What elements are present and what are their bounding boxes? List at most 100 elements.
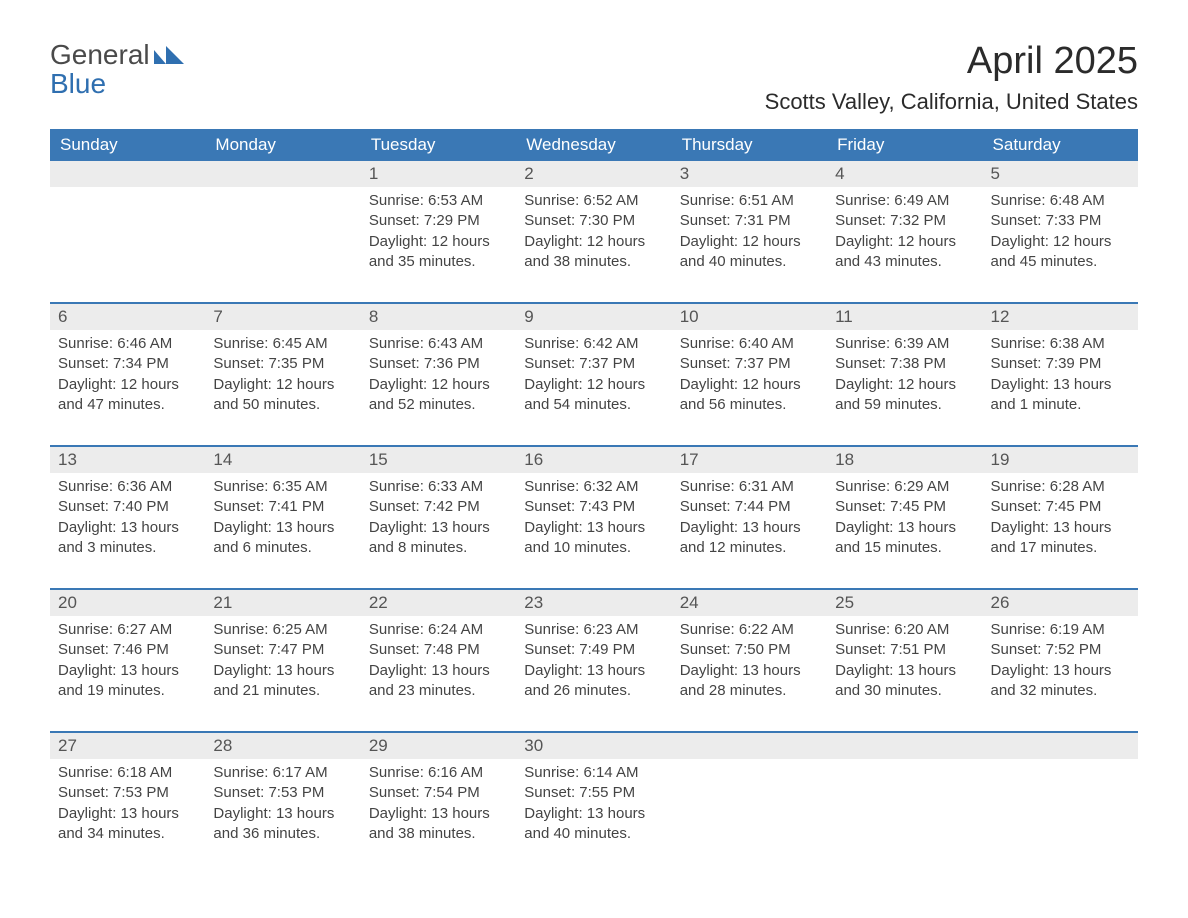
day-number-cell: 13 [50, 446, 205, 473]
daylight-line: Daylight: 12 hours and 35 minutes. [369, 232, 508, 273]
day-detail-cell: Sunrise: 6:52 AMSunset: 7:30 PMDaylight:… [516, 187, 671, 303]
day-detail-row: Sunrise: 6:53 AMSunset: 7:29 PMDaylight:… [50, 187, 1138, 303]
day-detail-cell: Sunrise: 6:51 AMSunset: 7:31 PMDaylight:… [672, 187, 827, 303]
day-number-row: 12345 [50, 161, 1138, 187]
day-number-cell [50, 161, 205, 187]
day-detail-cell: Sunrise: 6:18 AMSunset: 7:53 PMDaylight:… [50, 759, 205, 859]
brand-mark-icon [154, 40, 184, 69]
daylight-line: Daylight: 12 hours and 47 minutes. [58, 375, 197, 416]
sunset-line: Sunset: 7:36 PM [369, 354, 508, 374]
sunset-line: Sunset: 7:29 PM [369, 211, 508, 231]
sunrise-line: Sunrise: 6:24 AM [369, 620, 508, 640]
daylight-line: Daylight: 13 hours and 26 minutes. [524, 661, 663, 702]
daylight-line: Daylight: 13 hours and 10 minutes. [524, 518, 663, 559]
sunrise-line: Sunrise: 6:40 AM [680, 334, 819, 354]
weekday-header: Friday [827, 129, 982, 161]
sunset-line: Sunset: 7:40 PM [58, 497, 197, 517]
daylight-line: Daylight: 12 hours and 40 minutes. [680, 232, 819, 273]
day-number-cell: 26 [983, 589, 1138, 616]
sunset-line: Sunset: 7:31 PM [680, 211, 819, 231]
daylight-line: Daylight: 13 hours and 3 minutes. [58, 518, 197, 559]
day-number-cell: 19 [983, 446, 1138, 473]
day-number-cell: 25 [827, 589, 982, 616]
sunrise-line: Sunrise: 6:48 AM [991, 191, 1130, 211]
sunrise-line: Sunrise: 6:49 AM [835, 191, 974, 211]
day-detail-cell: Sunrise: 6:20 AMSunset: 7:51 PMDaylight:… [827, 616, 982, 732]
daylight-line: Daylight: 13 hours and 12 minutes. [680, 518, 819, 559]
sunrise-line: Sunrise: 6:16 AM [369, 763, 508, 783]
sunrise-line: Sunrise: 6:19 AM [991, 620, 1130, 640]
sunset-line: Sunset: 7:48 PM [369, 640, 508, 660]
brand-line2: Blue [50, 69, 184, 98]
day-number-cell: 5 [983, 161, 1138, 187]
day-detail-cell: Sunrise: 6:42 AMSunset: 7:37 PMDaylight:… [516, 330, 671, 446]
day-detail-row: Sunrise: 6:36 AMSunset: 7:40 PMDaylight:… [50, 473, 1138, 589]
day-detail-cell: Sunrise: 6:14 AMSunset: 7:55 PMDaylight:… [516, 759, 671, 859]
day-number-row: 20212223242526 [50, 589, 1138, 616]
day-number-cell: 2 [516, 161, 671, 187]
day-number-cell: 24 [672, 589, 827, 616]
sunset-line: Sunset: 7:45 PM [835, 497, 974, 517]
sunrise-line: Sunrise: 6:29 AM [835, 477, 974, 497]
day-number-row: 27282930 [50, 732, 1138, 759]
day-number-cell: 17 [672, 446, 827, 473]
page-header: General Blue April 2025 Scotts Valley, C… [50, 40, 1138, 115]
day-detail-row: Sunrise: 6:18 AMSunset: 7:53 PMDaylight:… [50, 759, 1138, 859]
sunrise-line: Sunrise: 6:32 AM [524, 477, 663, 497]
day-detail-cell: Sunrise: 6:49 AMSunset: 7:32 PMDaylight:… [827, 187, 982, 303]
day-detail-cell: Sunrise: 6:35 AMSunset: 7:41 PMDaylight:… [205, 473, 360, 589]
month-title: April 2025 [765, 40, 1138, 83]
daylight-line: Daylight: 13 hours and 6 minutes. [213, 518, 352, 559]
day-number-cell: 10 [672, 303, 827, 330]
sunset-line: Sunset: 7:34 PM [58, 354, 197, 374]
sunrise-line: Sunrise: 6:31 AM [680, 477, 819, 497]
day-number-cell: 1 [361, 161, 516, 187]
sunset-line: Sunset: 7:52 PM [991, 640, 1130, 660]
day-detail-cell [983, 759, 1138, 859]
daylight-line: Daylight: 12 hours and 43 minutes. [835, 232, 974, 273]
sunset-line: Sunset: 7:46 PM [58, 640, 197, 660]
day-number-cell [983, 732, 1138, 759]
day-number-cell: 16 [516, 446, 671, 473]
day-detail-cell: Sunrise: 6:28 AMSunset: 7:45 PMDaylight:… [983, 473, 1138, 589]
weekday-header: Thursday [672, 129, 827, 161]
day-number-cell: 11 [827, 303, 982, 330]
sunset-line: Sunset: 7:51 PM [835, 640, 974, 660]
sunrise-line: Sunrise: 6:38 AM [991, 334, 1130, 354]
daylight-line: Daylight: 12 hours and 50 minutes. [213, 375, 352, 416]
sunset-line: Sunset: 7:33 PM [991, 211, 1130, 231]
sunset-line: Sunset: 7:42 PM [369, 497, 508, 517]
sunset-line: Sunset: 7:39 PM [991, 354, 1130, 374]
daylight-line: Daylight: 12 hours and 59 minutes. [835, 375, 974, 416]
sunset-line: Sunset: 7:53 PM [58, 783, 197, 803]
day-detail-cell: Sunrise: 6:39 AMSunset: 7:38 PMDaylight:… [827, 330, 982, 446]
day-detail-cell: Sunrise: 6:24 AMSunset: 7:48 PMDaylight:… [361, 616, 516, 732]
day-detail-cell: Sunrise: 6:19 AMSunset: 7:52 PMDaylight:… [983, 616, 1138, 732]
location-text: Scotts Valley, California, United States [765, 89, 1138, 115]
sunset-line: Sunset: 7:30 PM [524, 211, 663, 231]
daylight-line: Daylight: 13 hours and 23 minutes. [369, 661, 508, 702]
daylight-line: Daylight: 13 hours and 8 minutes. [369, 518, 508, 559]
day-detail-cell: Sunrise: 6:33 AMSunset: 7:42 PMDaylight:… [361, 473, 516, 589]
day-number-cell: 27 [50, 732, 205, 759]
weekday-header: Saturday [983, 129, 1138, 161]
day-number-cell: 14 [205, 446, 360, 473]
sunrise-line: Sunrise: 6:28 AM [991, 477, 1130, 497]
weekday-header: Tuesday [361, 129, 516, 161]
day-number-cell: 20 [50, 589, 205, 616]
sunset-line: Sunset: 7:44 PM [680, 497, 819, 517]
sunrise-line: Sunrise: 6:42 AM [524, 334, 663, 354]
day-detail-cell: Sunrise: 6:17 AMSunset: 7:53 PMDaylight:… [205, 759, 360, 859]
sunset-line: Sunset: 7:38 PM [835, 354, 974, 374]
sunset-line: Sunset: 7:50 PM [680, 640, 819, 660]
day-detail-cell [827, 759, 982, 859]
sunrise-line: Sunrise: 6:46 AM [58, 334, 197, 354]
brand-line1: General [50, 40, 150, 69]
daylight-line: Daylight: 13 hours and 1 minute. [991, 375, 1130, 416]
day-detail-cell: Sunrise: 6:27 AMSunset: 7:46 PMDaylight:… [50, 616, 205, 732]
day-number-cell: 30 [516, 732, 671, 759]
day-detail-cell: Sunrise: 6:40 AMSunset: 7:37 PMDaylight:… [672, 330, 827, 446]
title-block: April 2025 Scotts Valley, California, Un… [765, 40, 1138, 115]
sunset-line: Sunset: 7:32 PM [835, 211, 974, 231]
day-detail-cell: Sunrise: 6:36 AMSunset: 7:40 PMDaylight:… [50, 473, 205, 589]
